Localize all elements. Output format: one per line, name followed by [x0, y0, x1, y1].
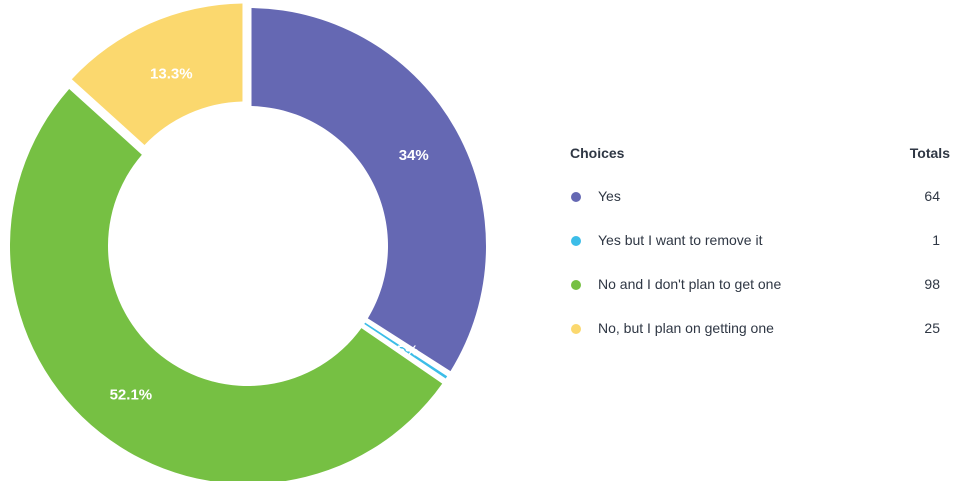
slice-yes-remove[interactable] [364, 322, 448, 379]
slice-no-plan[interactable] [10, 88, 443, 481]
legend-table: Choices Totals Yes 64 Yes but I want to … [558, 140, 950, 344]
slice-label-no-getting: 13.3% [150, 65, 193, 82]
legend-label-no-getting: No, but I plan on getting one [598, 320, 774, 336]
legend-label-yes-remove: Yes but I want to remove it [598, 232, 763, 248]
slice-no-getting[interactable] [71, 3, 243, 145]
legend-row-yes-remove[interactable]: Yes but I want to remove it 1 [558, 212, 950, 256]
legend-dot-yes-remove [571, 236, 581, 246]
legend-dot-no-getting [571, 324, 581, 334]
legend-dot-no-plan [571, 280, 581, 290]
totals-header: Totals [909, 145, 950, 161]
slice-label-no-plan: 52.1% [110, 386, 153, 403]
legend-total-yes-remove: 1 [932, 232, 940, 248]
legend-label-no-plan: No and I don't plan to get one [598, 276, 782, 292]
legend-row-yes[interactable]: Yes 64 [558, 168, 950, 212]
slice-label-yes: 34% [399, 147, 429, 164]
legend-row-no-getting[interactable]: No, but I plan on getting one 25 [558, 300, 950, 344]
legend-total-no-getting: 25 [924, 320, 940, 336]
legend-dot-yes [571, 192, 581, 202]
slice-yes[interactable] [251, 8, 487, 372]
legend-label-yes: Yes [598, 188, 621, 204]
choices-header: Choices [570, 145, 625, 161]
legend-header: Choices Totals [558, 140, 950, 168]
legend-row-no-plan[interactable]: No and I don't plan to get one 98 [558, 256, 950, 300]
legend-total-yes: 64 [924, 188, 940, 204]
legend-total-no-plan: 98 [924, 276, 940, 292]
